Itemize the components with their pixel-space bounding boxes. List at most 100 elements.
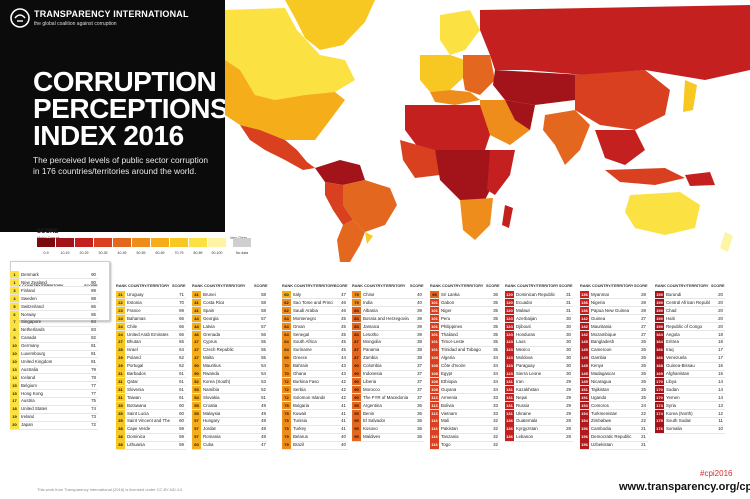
country-cell: Lithuania <box>127 442 145 448</box>
table-row: 116 Togo 32 <box>430 441 500 449</box>
map-canada <box>225 8 355 100</box>
table-row: 113 Vietnam 33 <box>430 409 500 418</box>
row-divider <box>580 385 648 387</box>
score-cell: 32 <box>493 418 498 424</box>
row-divider <box>430 314 500 316</box>
row-divider <box>655 345 725 347</box>
country-cell: Malta <box>203 355 214 361</box>
table-row: 47 Malta 55 <box>192 354 268 363</box>
table-row: 164 Eritrea 18 <box>655 338 725 347</box>
rank-cell: 7 <box>10 318 19 327</box>
table-row: 95 Sri Lanka 36 <box>430 291 500 299</box>
score-cell: 40 <box>341 434 346 440</box>
website-url[interactable]: www.transparency.org/cpi <box>619 481 750 493</box>
table-row: 170 Sudan 14 <box>655 385 725 394</box>
score-cell: 26 <box>641 363 646 369</box>
country-cell: Democratic Republic of Congo <box>591 434 633 440</box>
table-row: 41 Brunei 58 <box>192 291 268 299</box>
rank-cell: 24 <box>116 314 125 323</box>
country-cell: Cape Verde <box>127 426 151 432</box>
row-divider <box>282 330 348 331</box>
country-cell: Vietnam <box>441 410 458 416</box>
row-divider <box>10 341 98 343</box>
table-row: 151 Uganda 25 <box>580 393 648 402</box>
score-cell: 65 <box>179 339 184 345</box>
rank-cell: 18 <box>10 405 19 414</box>
rank-cell: 44 <box>192 314 201 323</box>
score-cell: 35 <box>493 331 498 337</box>
table-row: 95 Kosovo 36 <box>352 425 424 434</box>
rank-cell: 145 <box>580 346 589 355</box>
country-cell: Russia <box>516 402 530 408</box>
country-cell: Papua New Guinea <box>591 307 630 313</box>
rank-cell: 35 <box>116 409 125 418</box>
row-divider <box>116 330 186 331</box>
map-west-africa <box>400 140 440 178</box>
row-divider <box>352 337 424 339</box>
score-cell: 31 <box>566 299 571 305</box>
country-cell: Thailand <box>441 331 458 337</box>
rank-cell: 87 <box>352 354 361 363</box>
rank-cell: 108 <box>430 377 439 386</box>
country-cell: Korea (South) <box>203 378 231 384</box>
row-divider <box>116 424 186 426</box>
score-cell: 61 <box>179 371 184 376</box>
row-divider <box>580 448 648 450</box>
country-cell: Laos <box>516 339 526 345</box>
table-row: 19 Ireland 73 <box>10 413 98 422</box>
rank-cell: 14 <box>10 373 19 382</box>
page-title: CORRUPTION PERCEPTIONS INDEX 2016 <box>33 68 229 150</box>
legend-swatch <box>208 238 226 247</box>
map-japan <box>683 80 697 112</box>
rank-cell: 75 <box>282 417 291 426</box>
row-divider <box>116 345 186 347</box>
row-divider <box>580 306 648 308</box>
score-cell: 17 <box>718 355 723 361</box>
rank-cell: 116 <box>430 433 439 442</box>
score-cell: 37 <box>417 371 422 376</box>
score-cell: 81 <box>91 351 96 356</box>
rank-cell: 52 <box>192 377 201 386</box>
table-row: 136 Papua New Guinea 28 <box>580 306 648 315</box>
row-divider <box>282 298 348 300</box>
row-divider <box>10 404 98 406</box>
country-cell: Costa Rica <box>203 299 225 305</box>
row-divider <box>116 314 186 316</box>
table-row: 174 Korea (North) 12 <box>655 409 725 418</box>
rank-cell: 27 <box>116 338 125 347</box>
score-cell: 41 <box>341 410 346 416</box>
country-cell: Chile <box>127 323 138 329</box>
country-cell: Romania <box>203 434 221 440</box>
country-cell: Botswana <box>127 402 147 408</box>
row-divider <box>430 369 500 371</box>
score-cell: 47 <box>341 292 346 297</box>
table-row: 131 Russia 29 <box>505 401 573 410</box>
table-row: 79 Brazil 40 <box>282 441 348 449</box>
country-cell: South Sudan <box>666 418 692 424</box>
country-cell: Haiti <box>666 315 675 321</box>
score-cell: 32 <box>493 442 498 448</box>
row-divider <box>505 385 573 387</box>
top-ranked-box <box>10 261 110 321</box>
map-southeast-asia <box>595 130 645 165</box>
table-row: 31 Taiwan 61 <box>116 393 186 402</box>
table-row: 17 Austria 75 <box>10 397 98 406</box>
country-cell: Yemen <box>666 394 680 400</box>
rank-cell: 31 <box>116 393 125 402</box>
table-row: 38 Lithuania 59 <box>116 441 186 449</box>
country-cell: Greece <box>293 355 308 361</box>
country-cell: Timor-Leste <box>441 339 465 345</box>
rank-cell: 15 <box>10 381 19 390</box>
score-cell: 37 <box>417 394 422 400</box>
rank-cell: 35 <box>116 417 125 426</box>
table-row: 101 Gabon 35 <box>430 298 500 307</box>
score-cell: 14 <box>718 378 723 384</box>
rank-cell: 101 <box>430 306 439 315</box>
score-cell: 30 <box>566 315 571 321</box>
license-note: This work from Transparency Internationa… <box>37 487 183 492</box>
country-cell: Belgium <box>21 382 37 388</box>
row-divider <box>282 377 348 379</box>
country-cell: France <box>127 307 141 313</box>
